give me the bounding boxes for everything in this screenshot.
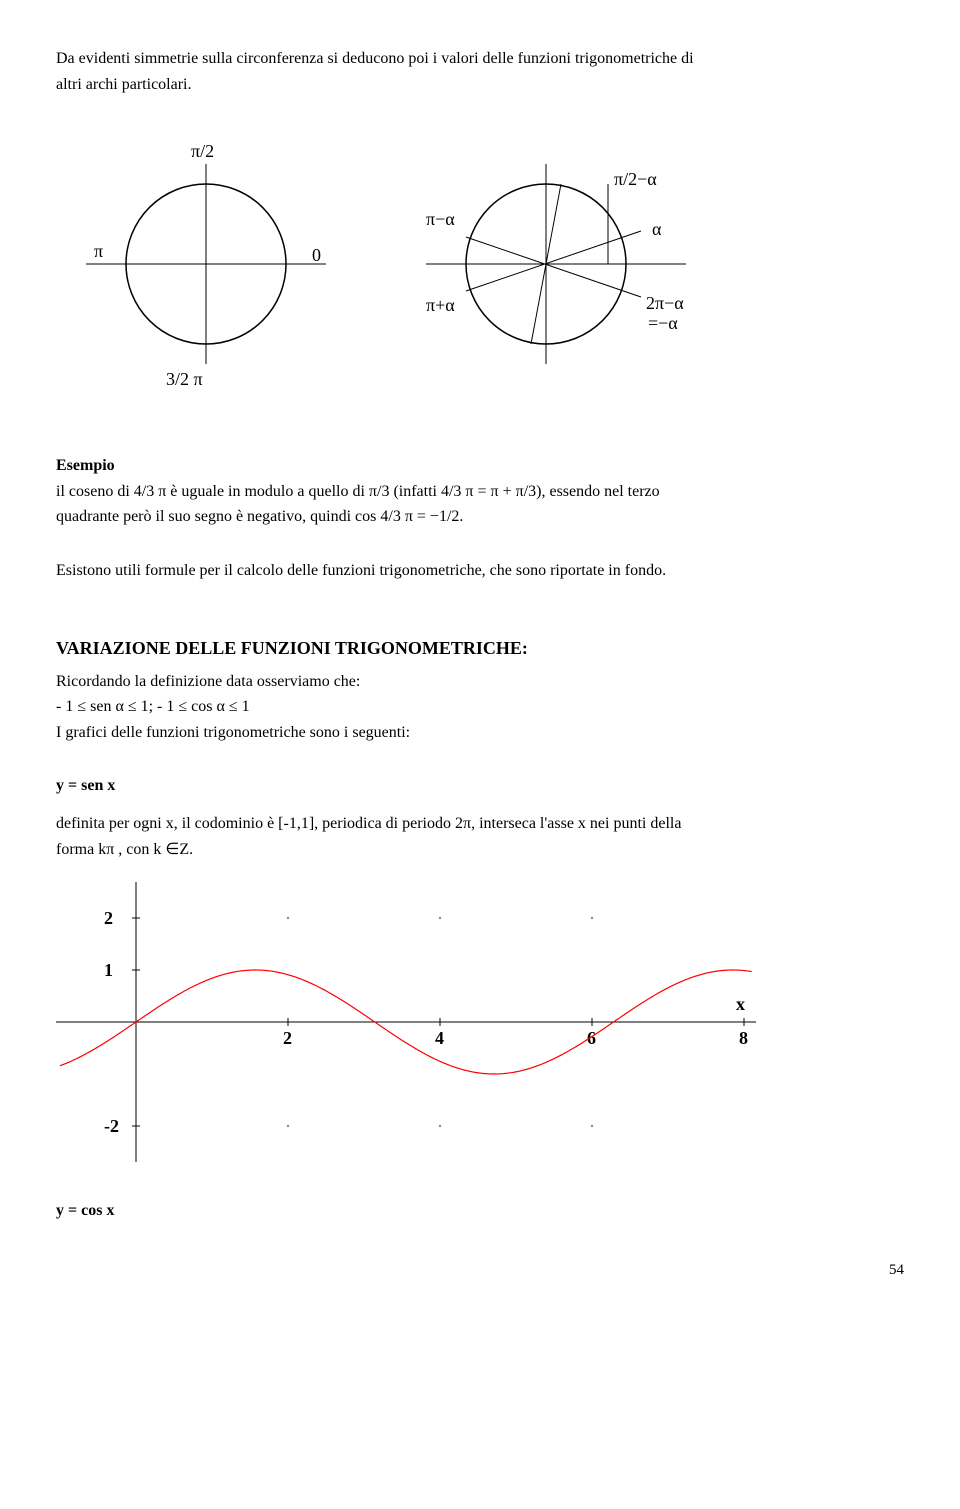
example-line-2: quadrante però il suo segno è negativo, …: [56, 506, 904, 528]
svg-text:8: 8: [739, 1028, 748, 1048]
variazione-line1: Ricordando la definizione data osserviam…: [56, 671, 904, 693]
intro-line-1: Da evidenti simmetrie sulla circonferenz…: [56, 48, 904, 70]
cosx-label: y = cos x: [56, 1200, 904, 1222]
senx-def2: forma kπ , con k ∈Z.: [56, 839, 904, 861]
svg-text:π: π: [94, 241, 103, 261]
senx-label: y = sen x: [56, 775, 904, 797]
svg-text:1: 1: [104, 960, 113, 980]
senx-def1: definita per ogni x, il codominio è [-1,…: [56, 813, 904, 835]
svg-text:2: 2: [283, 1028, 292, 1048]
variazione-heading: VARIAZIONE DELLE FUNZIONI TRIGONOMETRICH…: [56, 638, 904, 659]
circle-figures-row: π/2 π 0 3/2 π π/2−α α π−α π+α 2π−α=−α: [56, 139, 904, 399]
utili-paragraph: Esistono utili formule per il calcolo de…: [56, 560, 904, 582]
svg-text:π−α: π−α: [426, 209, 455, 229]
page-number: 54: [56, 1262, 904, 1279]
example-line-1: il coseno di 4/3 π è uguale in modulo a …: [56, 481, 904, 503]
svg-text:α: α: [652, 219, 662, 239]
svg-text:=−α: =−α: [648, 313, 678, 333]
svg-text:4: 4: [435, 1028, 444, 1048]
svg-text:-2: -2: [104, 1116, 119, 1136]
sine-chart: 2 4 6 8 -2 1 2 x: [56, 872, 756, 1172]
svg-text:3/2 π: 3/2 π: [166, 369, 203, 389]
variazione-line3: I grafici delle funzioni trigonometriche…: [56, 722, 904, 744]
svg-text:π/2−α: π/2−α: [614, 169, 657, 189]
example-heading: Esempio: [56, 455, 904, 477]
svg-text:2π−α: 2π−α: [646, 293, 684, 313]
svg-text:6: 6: [587, 1028, 596, 1048]
svg-text:x: x: [736, 994, 745, 1014]
svg-text:2: 2: [104, 908, 113, 928]
intro-line-2: altri archi particolari.: [56, 74, 904, 96]
svg-text:0: 0: [312, 245, 321, 265]
svg-text:π+α: π+α: [426, 295, 455, 315]
unit-circle-quadrantal: π/2 π 0 3/2 π: [56, 139, 356, 399]
svg-text:π/2: π/2: [191, 141, 214, 161]
variazione-line2: - 1 ≤ sen α ≤ 1; - 1 ≤ cos α ≤ 1: [56, 696, 904, 718]
unit-circle-symmetries: π/2−α α π−α π+α 2π−α=−α: [396, 139, 716, 399]
